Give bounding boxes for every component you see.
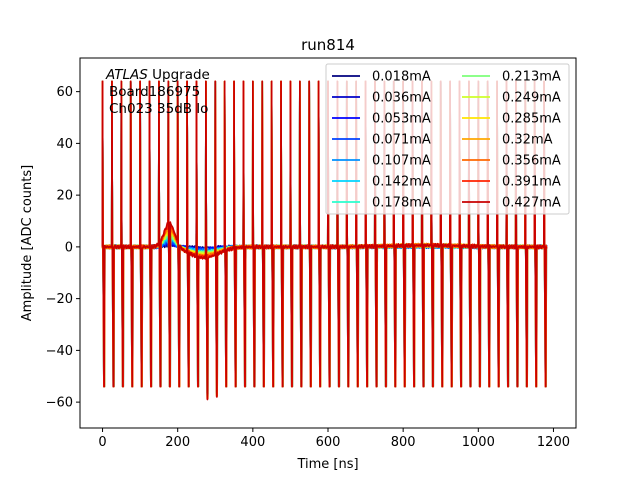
legend-label: 0.018mA xyxy=(372,70,431,85)
legend-label: 0.071mA xyxy=(372,133,431,148)
legend-label: 0.32mA xyxy=(502,133,553,148)
y-axis-ticks: −60 −40 −20 0 20 40 60 xyxy=(46,85,80,411)
legend-label: 0.427mA xyxy=(502,196,561,211)
legend-label: 0.142mA xyxy=(372,175,431,190)
legend-label: 0.178mA xyxy=(372,196,431,211)
x-tick-label: 1200 xyxy=(537,435,570,450)
y-tick-label: 60 xyxy=(56,85,73,100)
series-layer xyxy=(101,80,548,401)
y-tick-label: 20 xyxy=(56,189,73,204)
x-tick-label: 800 xyxy=(391,435,416,450)
chart-title: run814 xyxy=(301,36,355,54)
legend-label: 0.107mA xyxy=(372,154,431,169)
annotation-line-3: Ch023 35dB lo xyxy=(109,101,208,117)
legend-label: 0.285mA xyxy=(502,112,561,127)
annotation-line-1: ATLAS Upgrade xyxy=(105,67,210,83)
series-line-0.427mA xyxy=(101,80,548,401)
legend-label: 0.053mA xyxy=(372,112,431,127)
x-tick-label: 600 xyxy=(316,435,341,450)
y-tick-label: −20 xyxy=(46,292,73,307)
annotation-line-2: Board186975 xyxy=(109,84,200,100)
legend-label: 0.356mA xyxy=(502,154,561,169)
legend-label: 0.213mA xyxy=(502,70,561,85)
annotation: ATLAS Upgrade Board186975 Ch023 35dB lo xyxy=(105,67,210,117)
y-tick-label: −40 xyxy=(46,344,73,359)
x-tick-label: 200 xyxy=(165,435,190,450)
legend-label: 0.391mA xyxy=(502,175,561,190)
y-tick-label: 40 xyxy=(56,137,73,152)
x-axis-title: Time [ns] xyxy=(296,457,358,472)
y-tick-label: 0 xyxy=(65,240,73,255)
legend-label: 0.036mA xyxy=(372,91,431,106)
x-tick-label: 0 xyxy=(98,435,106,450)
annotation-atlas: ATLAS xyxy=(105,67,148,83)
x-tick-label: 1000 xyxy=(462,435,495,450)
legend: 0.018mA 0.036mA 0.053mA 0.071mA 0.107mA 0.142… xyxy=(325,63,570,215)
y-axis-title: Amplitude [ADC counts] xyxy=(20,165,35,321)
legend-box xyxy=(325,63,570,215)
y-tick-label: −60 xyxy=(46,396,73,411)
legend-entries: 0.018mA 0.036mA 0.053mA 0.071mA 0.107mA 0.142… xyxy=(332,70,561,211)
legend-label: 0.249mA xyxy=(502,91,561,106)
x-axis-ticks: 0 200 400 600 800 1000 1200 xyxy=(98,428,570,450)
annotation-upgrade: Upgrade xyxy=(148,67,210,83)
x-tick-label: 400 xyxy=(240,435,265,450)
